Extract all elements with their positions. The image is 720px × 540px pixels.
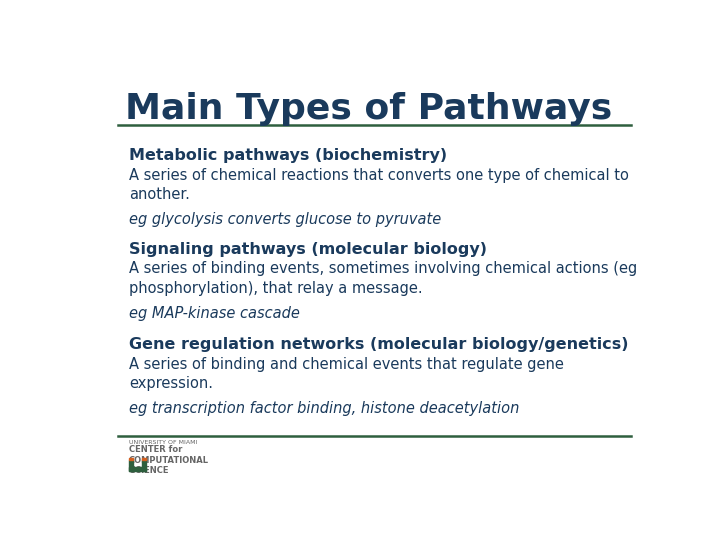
Text: A series of chemical reactions that converts one type of chemical to
another.: A series of chemical reactions that conv… [129,168,629,202]
Text: Gene regulation networks (molecular biology/genetics): Gene regulation networks (molecular biol… [129,337,629,352]
Text: eg MAP-kinase cascade: eg MAP-kinase cascade [129,306,300,321]
Bar [142,458,145,460]
Bar [129,467,145,471]
Bar [129,458,133,460]
Text: A series of binding events, sometimes involving chemical actions (eg
phosphoryla: A series of binding events, sometimes in… [129,261,637,296]
Text: Signaling pathways (molecular biology): Signaling pathways (molecular biology) [129,241,487,256]
Text: A series of binding and chemical events that regulate gene
expression.: A series of binding and chemical events … [129,357,564,392]
Text: Main Types of Pathways: Main Types of Pathways [125,92,613,126]
Bar [129,460,133,471]
Bar [142,460,145,471]
Text: Metabolic pathways (biochemistry): Metabolic pathways (biochemistry) [129,148,447,163]
Text: eg transcription factor binding, histone deacetylation: eg transcription factor binding, histone… [129,401,519,416]
Text: eg glycolysis converts glucose to pyruvate: eg glycolysis converts glucose to pyruva… [129,212,441,227]
Text: UNIVERSITY OF MIAMI: UNIVERSITY OF MIAMI [129,440,197,445]
Text: CENTER for
COMPUTATIONAL
SCIENCE: CENTER for COMPUTATIONAL SCIENCE [129,445,209,475]
